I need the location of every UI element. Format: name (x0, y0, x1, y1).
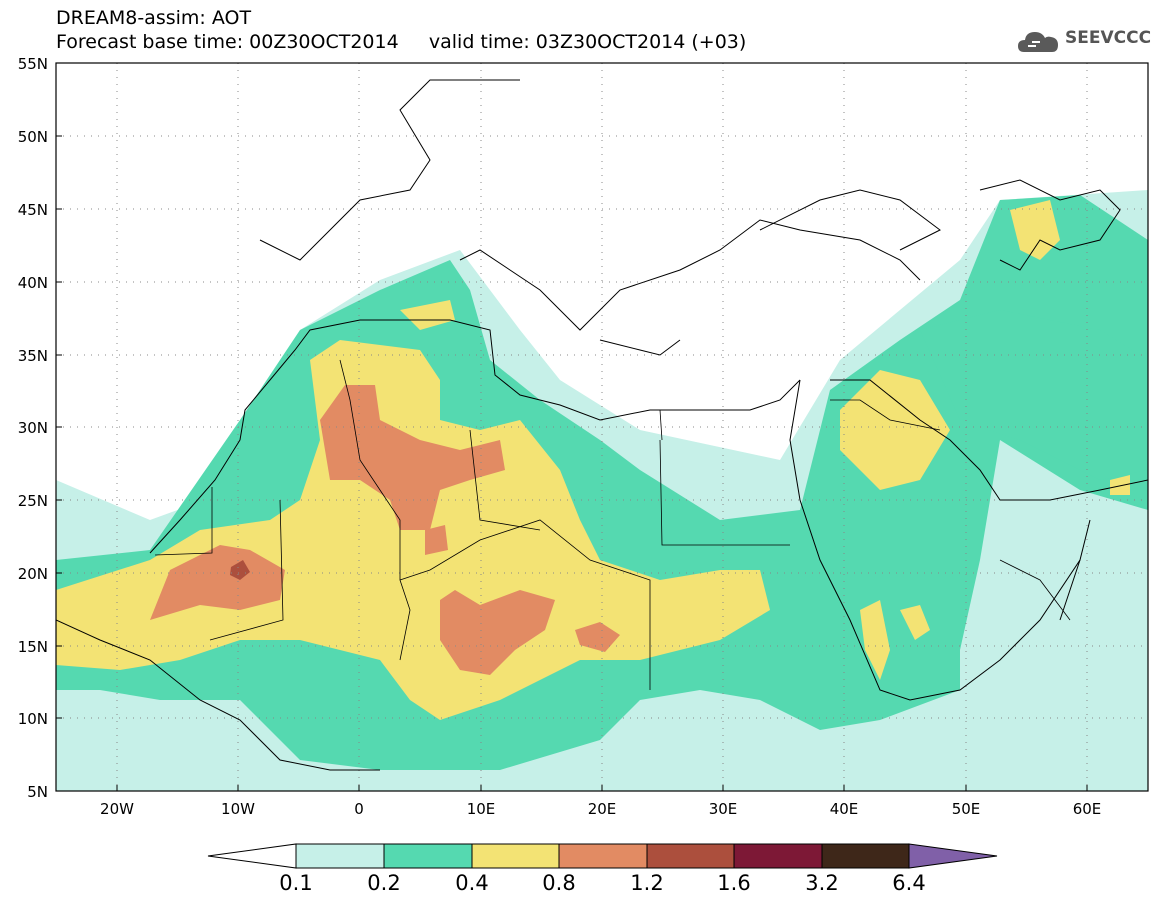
lon-label: 50E (951, 800, 981, 818)
lat-label: 55N (17, 55, 48, 73)
colorbar-label: 1.6 (717, 871, 751, 895)
lon-label: 10E (466, 800, 496, 818)
colorbar (207, 843, 998, 869)
lon-label: 40E (829, 800, 859, 818)
map-title: DREAM8-assim: AOT (56, 7, 252, 29)
lat-label: 20N (17, 565, 48, 583)
forecast-time-line: Forecast base time: 00Z30OCT2014 valid t… (56, 31, 747, 53)
colorbar-label: 0.1 (279, 871, 313, 895)
aot-band-1.2 (230, 560, 250, 580)
lon-label: 20W (100, 800, 134, 818)
colorbar-label: 3.2 (805, 871, 839, 895)
gridlines (56, 63, 1148, 791)
lat-label: 45N (17, 201, 48, 219)
lat-label: 35N (17, 347, 48, 365)
lon-label: 20E (587, 800, 617, 818)
logo-text: SEEVCCC (1065, 28, 1152, 48)
lon-label: 10W (221, 800, 255, 818)
colorbar-label: 0.2 (367, 871, 401, 895)
colorbar-label: 1.2 (630, 871, 664, 895)
lat-label: 30N (17, 419, 48, 437)
lat-label: 40N (17, 274, 48, 292)
borders (154, 359, 1071, 690)
lat-label: 5N (27, 783, 48, 801)
lon-label: 0 (354, 800, 364, 818)
lon-label: 60E (1072, 800, 1102, 818)
lat-label: 25N (17, 492, 48, 510)
lat-label: 10N (17, 710, 48, 728)
aot-band-0.8 (150, 385, 620, 675)
lat-label: 50N (17, 128, 48, 146)
colorbar-label: 0.4 (455, 871, 489, 895)
colorbar-label: 6.4 (892, 871, 926, 895)
cloud-icon (1018, 32, 1058, 52)
lon-label: 30E (708, 800, 738, 818)
colorbar-label: 0.8 (542, 871, 576, 895)
lat-label: 15N (17, 638, 48, 656)
coastlines (56, 79, 1148, 771)
